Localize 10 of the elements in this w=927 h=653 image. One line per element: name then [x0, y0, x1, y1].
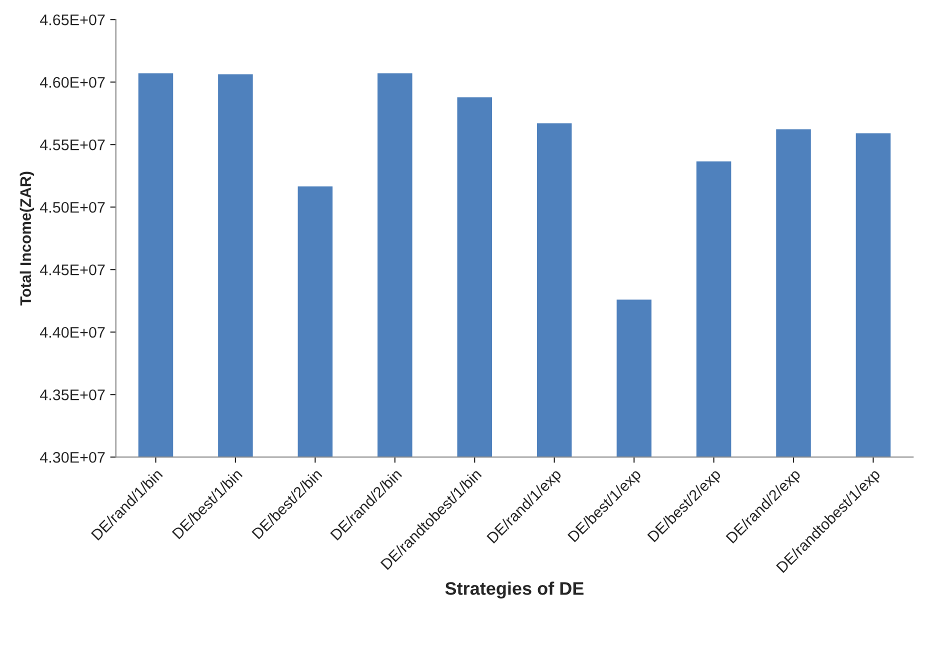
y-axis-title: Total Income(ZAR): [20, 172, 34, 306]
y-tick-label: 4.65E+07: [40, 14, 105, 26]
y-tick-label: 4.40E+07: [40, 326, 105, 338]
y-tick-label: 4.30E+07: [40, 452, 105, 463]
y-tick-label: 4.60E+07: [40, 76, 105, 88]
x-axis-title: Strategies of DE: [445, 582, 584, 599]
y-tick-label: 4.50E+07: [40, 202, 105, 213]
y-tick-label: 4.55E+07: [40, 139, 105, 150]
y-tick-label: 4.35E+07: [40, 389, 105, 400]
y-tick-label: 4.45E+07: [40, 264, 105, 276]
